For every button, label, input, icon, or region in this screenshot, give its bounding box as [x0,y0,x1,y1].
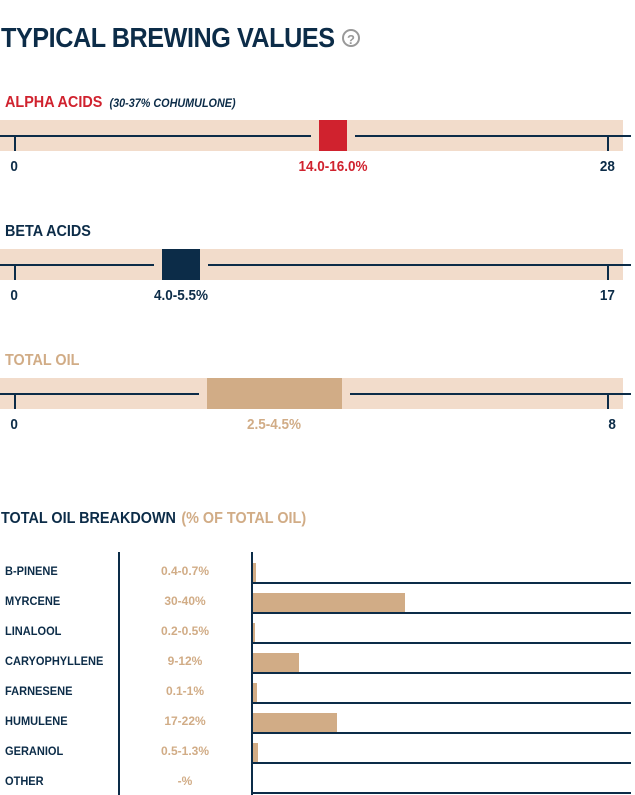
breakdown-row: OTHER -% [0,765,635,795]
oil-name: OTHER [5,774,44,788]
range-chart-alpha-acids: ALPHA ACIDS (30-37% COHUMULONE) 0 28 14.0… [0,94,635,194]
oil-name: CARYOPHYLLENE [5,654,104,668]
breakdown-row: GERANIOL 0.5-1.3% [0,735,635,765]
row-line [253,762,631,764]
max-label: 28 [600,158,616,175]
max-label: 17 [600,287,616,304]
range-chart-beta-acids: BETA ACIDS 0 17 4.0-5.5% [0,223,635,323]
oil-bar [253,593,405,612]
row-line [253,792,631,794]
axis-line [207,264,631,266]
oil-name: FARNESENE [5,684,73,698]
min-tick [14,393,16,409]
oil-bar [253,623,255,642]
breakdown-row: CARYOPHYLLENE 9-12% [0,645,635,675]
oil-range: -% [177,774,193,788]
min-tick [14,135,16,151]
range-marker [318,120,347,151]
row-line [253,732,631,734]
axis-line [354,135,631,137]
oil-bar [253,743,258,762]
axis-line [349,393,631,395]
range-label: TOTAL OIL [5,352,79,370]
divider [118,552,120,795]
oil-range: 0.1-1% [165,684,205,698]
axis-line [0,135,311,137]
oil-range: 30-40% [164,594,206,608]
page-title: TYPICAL BREWING VALUES [1,22,335,53]
oil-range: 17-22% [164,714,206,728]
range-name: ALPHA ACIDS [5,94,103,111]
range-chart-total-oil: TOTAL OIL 0 8 2.5-4.5% [0,352,635,452]
breakdown-row: MYRCENE 30-40% [0,585,635,615]
breakdown-title-text: TOTAL OIL BREAKDOWN [1,510,176,527]
oil-name: B-PINENE [5,564,58,578]
axis-line [0,264,154,266]
help-icon[interactable]: ? [342,29,360,47]
range-note: (30-37% COHUMULONE) [109,96,236,110]
max-tick [607,393,609,409]
oil-range: 0.2-0.5% [160,624,210,638]
oil-name: HUMULENE [5,714,68,728]
breakdown-row: HUMULENE 17-22% [0,705,635,735]
breakdown-row: B-PINENE 0.4-0.7% [0,555,635,585]
oil-name: MYRCENE [5,594,61,608]
range-label: ALPHA ACIDS (30-37% COHUMULONE) [5,94,236,112]
min-label: 0 [10,287,18,304]
axis-line [0,393,200,395]
max-tick [607,135,609,151]
range-value-label: 4.0-5.5% [153,287,208,304]
range-value-label: 2.5-4.5% [247,416,302,433]
row-line [253,672,631,674]
row-line [253,642,631,644]
oil-bar [253,653,299,672]
max-tick [607,264,609,280]
oil-range: 0.4-0.7% [160,564,210,578]
row-line [253,702,631,704]
breakdown-row: LINALOOL 0.2-0.5% [0,615,635,645]
bar-axis [251,552,253,795]
min-tick [14,264,16,280]
row-line [253,612,631,614]
range-marker [207,378,342,409]
breakdown-title: TOTAL OIL BREAKDOWN (% OF TOTAL OIL) [1,510,306,528]
breakdown-row: FARNESENE 0.1-1% [0,675,635,705]
oil-name: LINALOOL [5,624,62,638]
range-name: TOTAL OIL [5,352,80,369]
oil-bar [253,713,337,732]
oil-bar [253,683,257,702]
range-value-label: 14.0-16.0% [298,158,368,175]
oil-bar [253,563,256,582]
min-label: 0 [10,416,18,433]
max-label: 8 [608,416,616,433]
row-line [253,582,631,584]
min-label: 0 [10,158,18,175]
range-marker [161,249,200,280]
oil-range: 9-12% [167,654,203,668]
range-name: BETA ACIDS [5,223,91,240]
range-label: BETA ACIDS [5,223,91,241]
breakdown-subtitle: (% OF TOTAL OIL) [181,510,307,527]
oil-range: 0.5-1.3% [160,744,210,758]
oil-name: GERANIOL [5,744,64,758]
